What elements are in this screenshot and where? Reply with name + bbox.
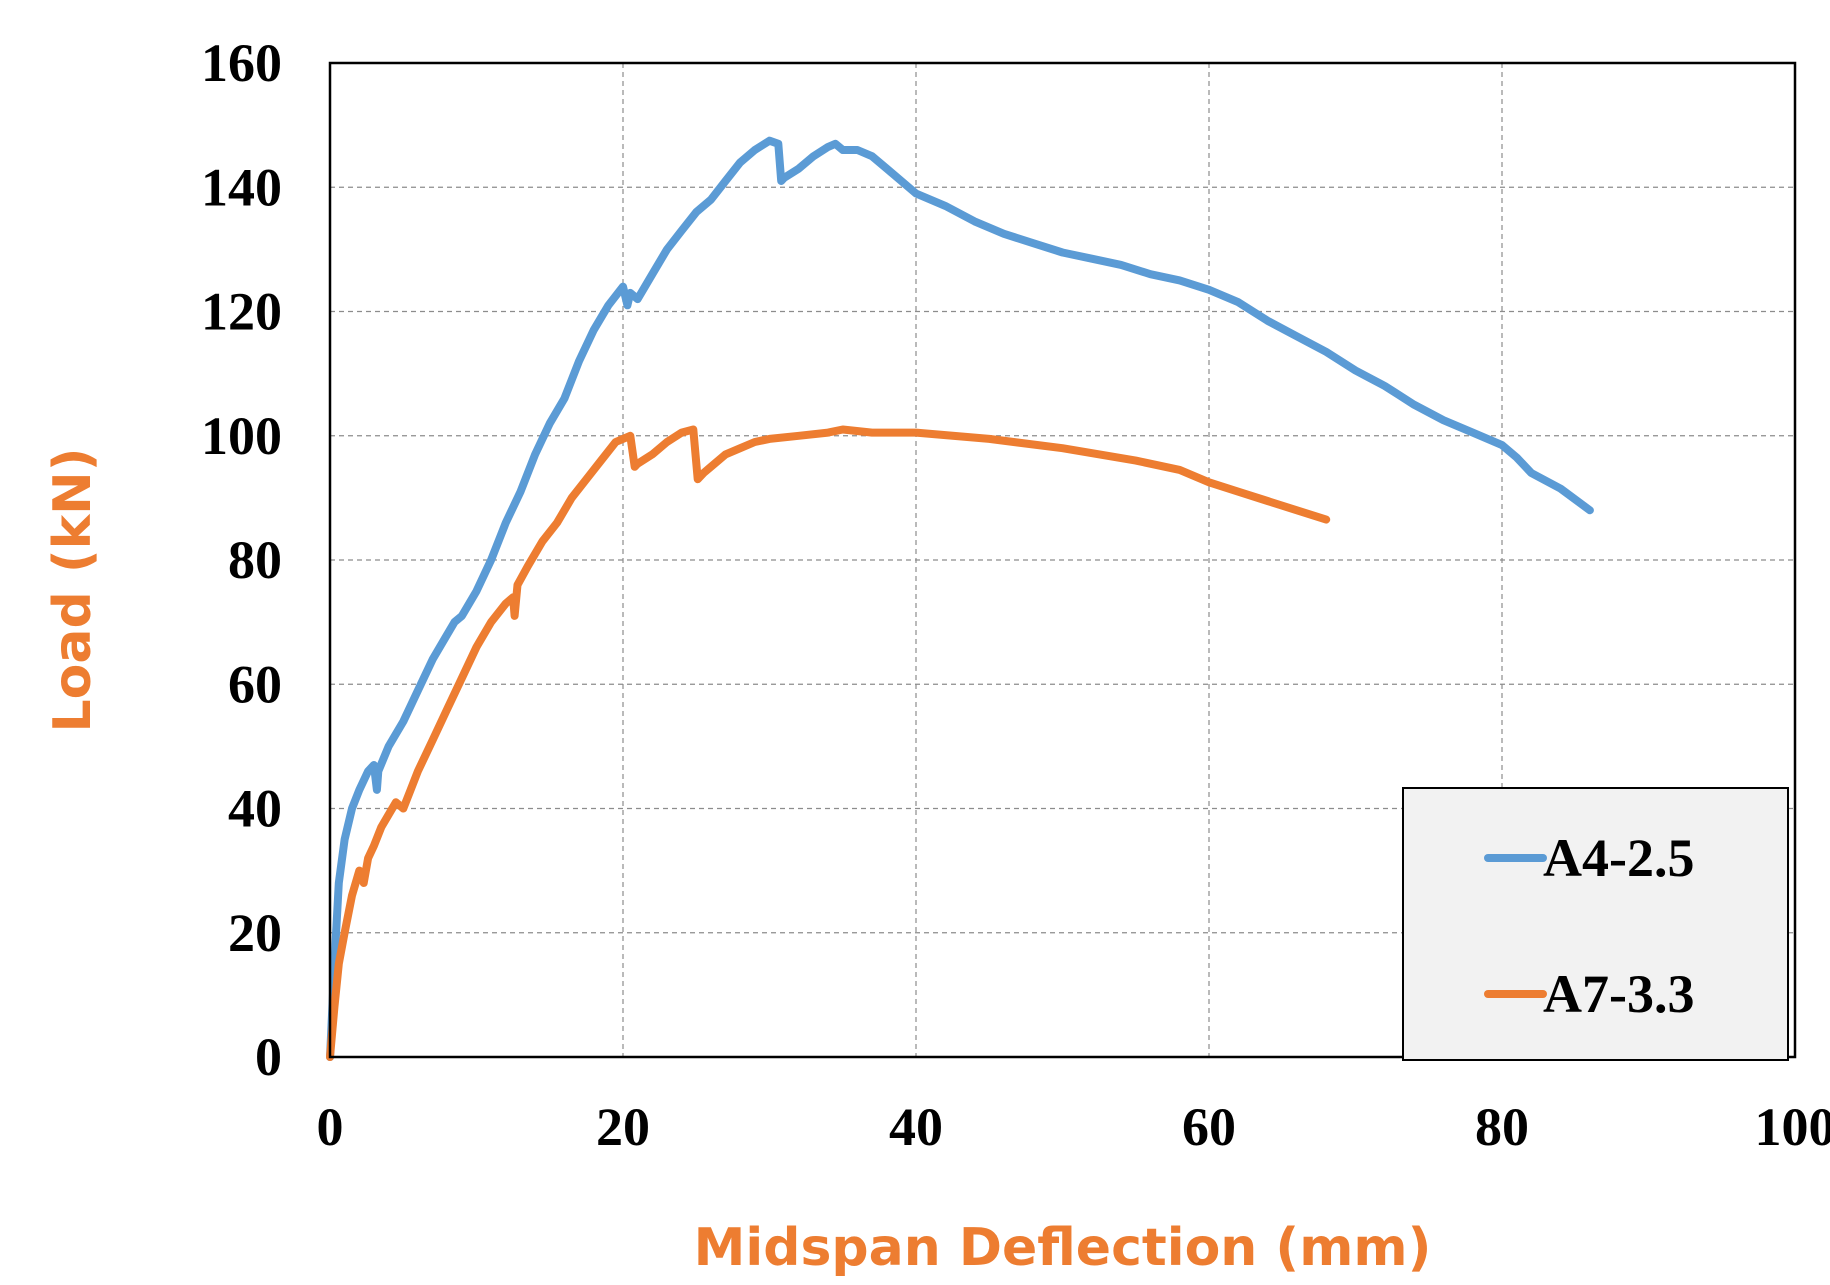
- grid-lines: [330, 63, 1795, 1057]
- series-lines: [326, 136, 1594, 1061]
- legend-label-A7-3.3: A7-3.3: [1543, 964, 1694, 1024]
- plot-area-border: [328, 61, 1797, 1059]
- y-tick-label: 60: [228, 654, 282, 714]
- y-tick-label: 80: [228, 530, 282, 590]
- series-line-A7-3.3: [326, 425, 1331, 1061]
- x-axis-title: Midspan Deflection (mm): [694, 1218, 1432, 1278]
- x-axis-ticks: 0 20 40 60 80 100: [317, 1097, 1830, 1157]
- y-tick-label: 120: [201, 282, 282, 342]
- y-tick-label: 160: [201, 33, 282, 93]
- y-tick-label: 100: [201, 406, 282, 466]
- x-tick-label: 40: [889, 1097, 943, 1157]
- legend-box: [1402, 787, 1789, 1061]
- legend-label-A4-2.5: A4-2.5: [1543, 828, 1694, 888]
- x-tick-label: 20: [596, 1097, 650, 1157]
- y-tick-label: 40: [228, 779, 282, 839]
- y-axis-title: Load (kN): [43, 448, 103, 733]
- y-axis-ticks: 0 20 40 60 80 100 120 140 160: [201, 33, 282, 1087]
- y-tick-label: 140: [201, 157, 282, 217]
- x-tick-label: 0: [317, 1097, 344, 1157]
- x-tick-label: 100: [1755, 1097, 1830, 1157]
- series-line-A4-2.5: [326, 136, 1594, 1061]
- x-tick-label: 60: [1182, 1097, 1236, 1157]
- y-tick-label: 20: [228, 903, 282, 963]
- legend: A4-2.5 A7-3.3: [1402, 787, 1789, 1061]
- y-tick-label: 0: [255, 1027, 282, 1087]
- x-tick-label: 80: [1475, 1097, 1529, 1157]
